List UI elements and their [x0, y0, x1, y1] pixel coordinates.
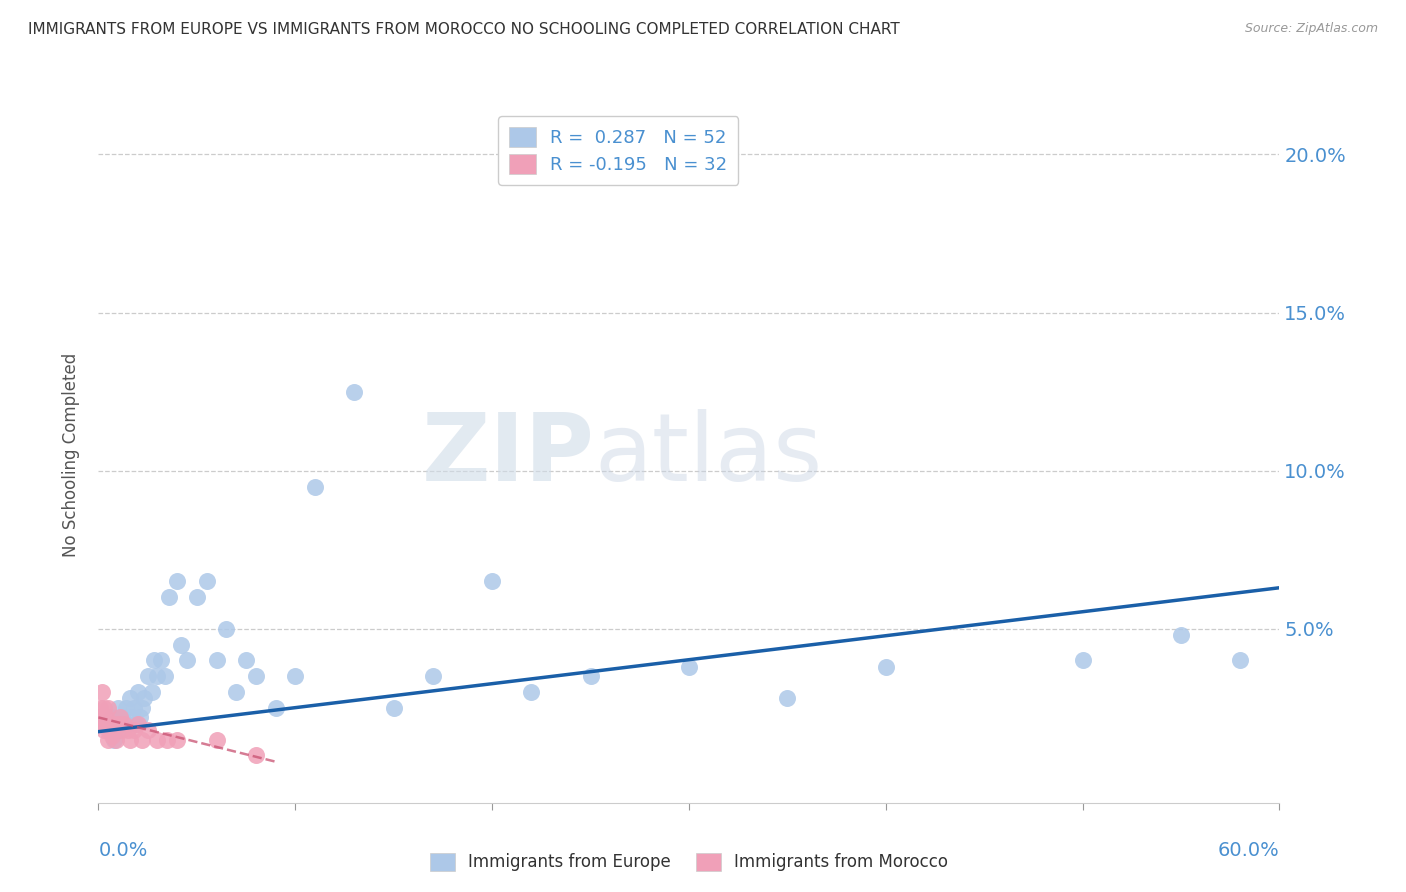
Point: [215, 622, 238, 636]
Point: [107, 716, 129, 731]
Point: [97, 701, 120, 715]
Text: atlas: atlas: [595, 409, 823, 501]
Point: [125, 716, 148, 731]
Point: [112, 716, 135, 731]
Point: [1071, 653, 1094, 667]
Legend: Immigrants from Europe, Immigrants from Morocco: Immigrants from Europe, Immigrants from …: [423, 846, 955, 878]
Point: [117, 723, 139, 737]
Point: [157, 591, 180, 605]
Point: [155, 669, 177, 683]
Point: [118, 732, 141, 747]
Point: [422, 669, 444, 683]
Point: [107, 723, 129, 737]
Point: [93, 716, 115, 731]
Point: [166, 574, 188, 589]
Point: [205, 732, 228, 747]
Point: [1170, 628, 1192, 642]
Point: [1229, 653, 1251, 667]
Point: [112, 716, 135, 731]
Point: [101, 710, 124, 724]
Y-axis label: No Schooling Completed: No Schooling Completed: [62, 353, 80, 557]
Point: [117, 716, 139, 731]
Point: [89, 716, 111, 731]
Point: [284, 669, 307, 683]
Point: [107, 701, 129, 715]
Point: [108, 710, 131, 724]
Point: [678, 660, 700, 674]
Point: [89, 701, 111, 715]
Point: [520, 685, 543, 699]
Point: [105, 716, 128, 731]
Point: [122, 701, 145, 715]
Point: [195, 574, 218, 589]
Point: [131, 701, 153, 715]
Point: [875, 660, 897, 674]
Point: [245, 748, 267, 763]
Point: [111, 723, 134, 737]
Point: [776, 691, 799, 706]
Point: [176, 653, 198, 667]
Point: [98, 723, 121, 737]
Point: [97, 732, 120, 747]
Point: [121, 710, 143, 724]
Point: [96, 716, 118, 731]
Point: [382, 701, 405, 715]
Text: 0.0%: 0.0%: [98, 841, 148, 860]
Text: ZIP: ZIP: [422, 409, 595, 501]
Point: [101, 730, 124, 744]
Point: [132, 691, 155, 706]
Point: [235, 653, 257, 667]
Point: [131, 732, 153, 747]
Point: [105, 732, 128, 747]
Text: 60.0%: 60.0%: [1218, 841, 1279, 860]
Point: [225, 685, 247, 699]
Point: [96, 710, 118, 724]
Point: [91, 685, 114, 699]
Point: [343, 384, 366, 399]
Point: [245, 669, 267, 683]
Point: [87, 710, 110, 724]
Point: [122, 723, 145, 737]
Point: [136, 669, 159, 683]
Point: [127, 716, 149, 731]
Point: [103, 723, 125, 737]
Point: [579, 669, 602, 683]
Point: [156, 732, 179, 747]
Point: [118, 691, 141, 706]
Point: [128, 710, 150, 724]
Point: [304, 479, 326, 493]
Text: Source: ZipAtlas.com: Source: ZipAtlas.com: [1244, 22, 1378, 36]
Point: [170, 638, 193, 652]
Point: [103, 732, 125, 747]
Point: [97, 723, 120, 737]
Point: [166, 732, 188, 747]
Point: [91, 716, 114, 731]
Point: [481, 574, 503, 589]
Point: [98, 716, 121, 731]
Point: [136, 723, 159, 737]
Point: [264, 701, 287, 715]
Point: [205, 653, 228, 667]
Point: [150, 653, 173, 667]
Point: [115, 701, 138, 715]
Point: [111, 710, 134, 724]
Point: [108, 716, 131, 731]
Point: [127, 685, 149, 699]
Point: [93, 723, 115, 737]
Text: IMMIGRANTS FROM EUROPE VS IMMIGRANTS FROM MOROCCO NO SCHOOLING COMPLETED CORRELA: IMMIGRANTS FROM EUROPE VS IMMIGRANTS FRO…: [28, 22, 900, 37]
Point: [142, 653, 165, 667]
Point: [101, 716, 124, 731]
Point: [186, 591, 208, 605]
Point: [141, 685, 163, 699]
Point: [146, 732, 169, 747]
Point: [146, 669, 169, 683]
Point: [93, 701, 115, 715]
